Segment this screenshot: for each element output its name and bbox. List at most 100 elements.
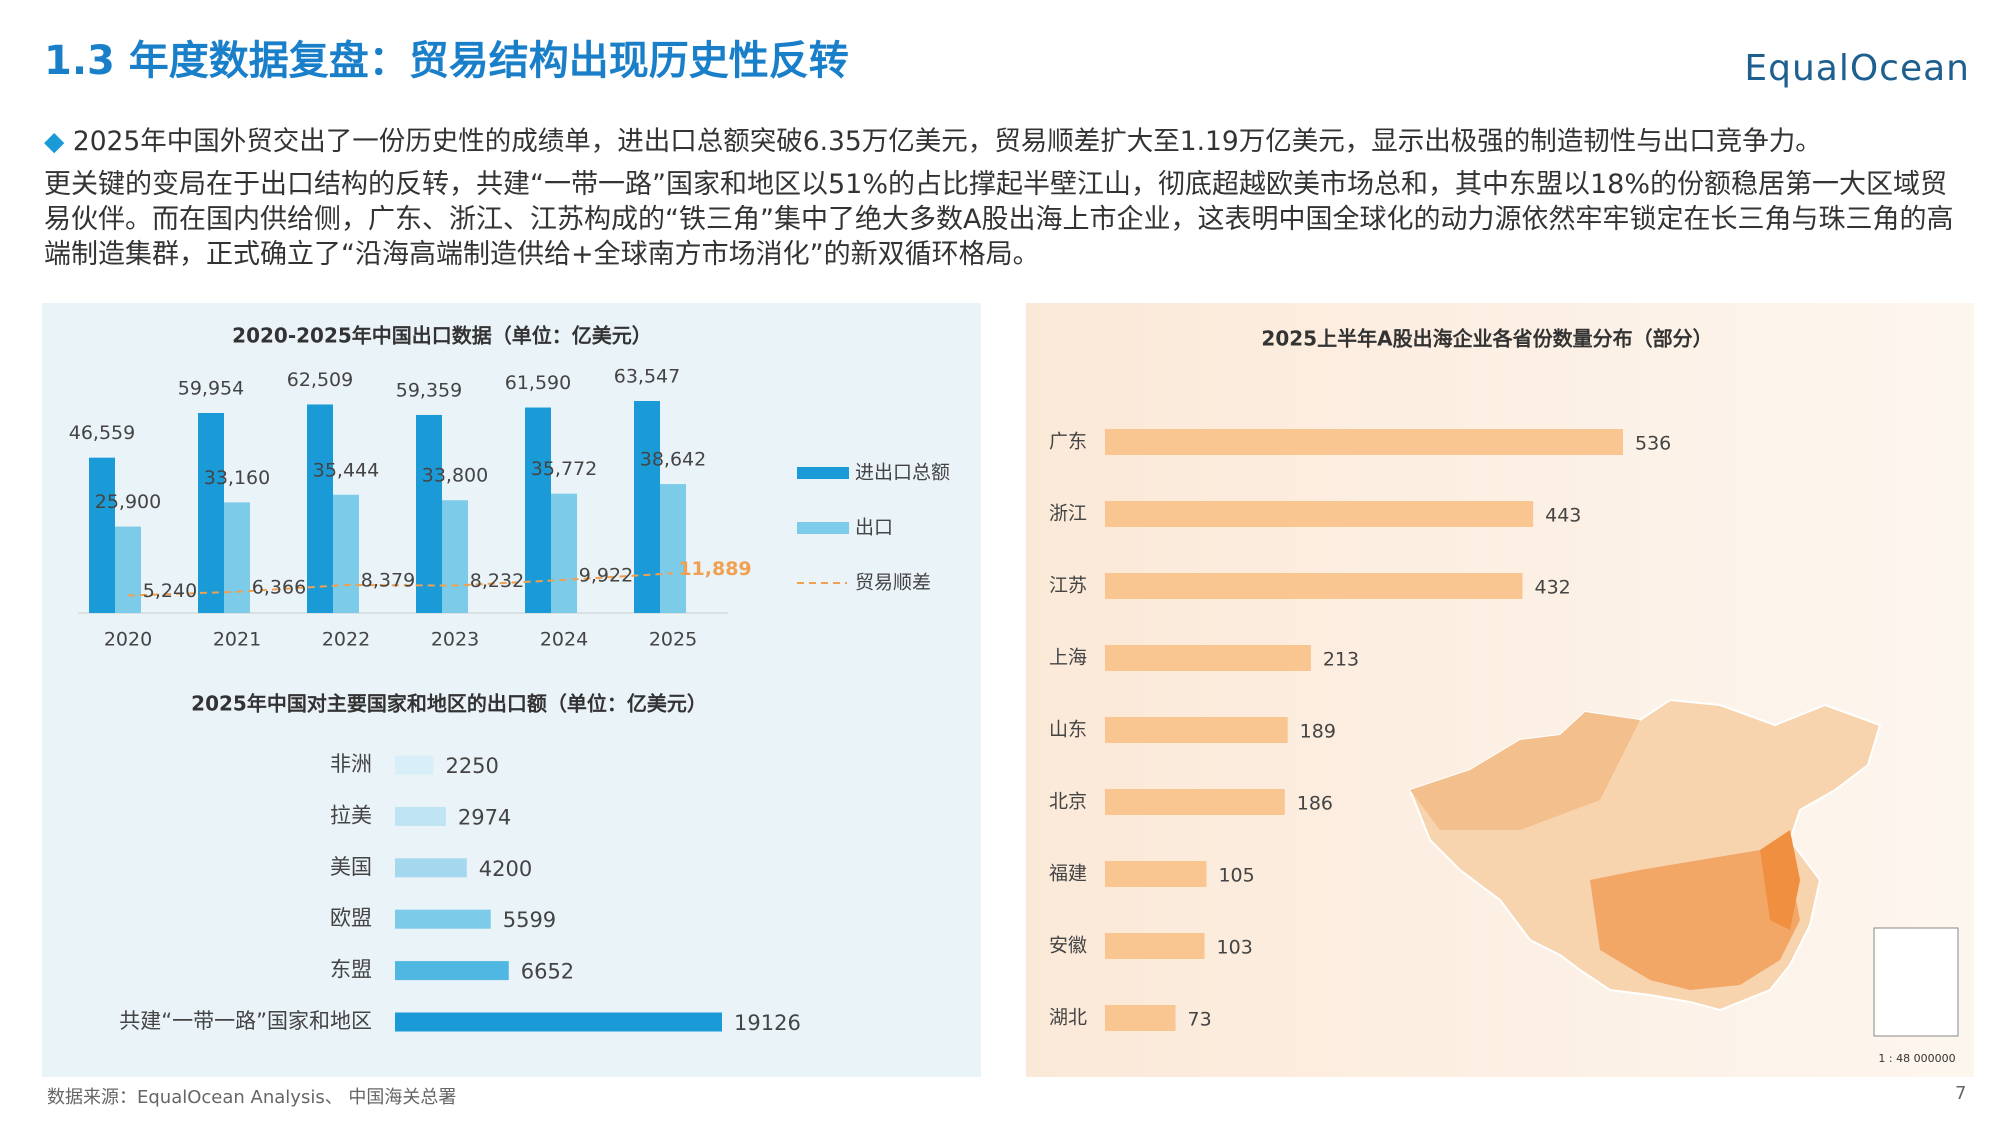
bar (1105, 933, 1205, 959)
value-label: 2974 (458, 805, 511, 829)
value-label: 2250 (445, 754, 498, 778)
bar (1105, 573, 1523, 599)
value-label: 443 (1545, 505, 1581, 527)
page-number: 7 (1955, 1083, 1967, 1104)
slide-title: 1.3 年度数据复盘：贸易结构出现历史性反转 (44, 38, 849, 84)
china-map: 1 : 48 000000 (1408, 698, 1959, 1065)
value-label: 4200 (479, 857, 532, 881)
bar (224, 502, 250, 613)
x-tick-label: 2024 (540, 629, 588, 651)
category-label: 福建 (1049, 863, 1087, 885)
category-label: 东盟 (330, 958, 372, 982)
category-label: 非洲 (330, 752, 372, 776)
category-label: 浙江 (1049, 503, 1087, 525)
bar (551, 493, 577, 613)
value-label: 6,366 (252, 576, 306, 598)
value-label: 8,232 (470, 570, 524, 592)
chart-title: 2025年中国对主要国家和地区的出口额（单位：亿美元） (191, 692, 707, 716)
source: 数据来源：EqualOcean Analysis、 中国海关总署 (47, 1087, 457, 1108)
value-label: 61,590 (505, 372, 571, 394)
bar (1105, 1005, 1176, 1031)
logo: EqualOcean (1744, 48, 1970, 89)
value-label: 105 (1218, 865, 1254, 887)
value-label: 25,900 (95, 491, 161, 513)
value-label: 62,509 (287, 369, 353, 391)
category-label: 安徽 (1049, 935, 1087, 957)
bar (395, 755, 434, 775)
bar (660, 484, 686, 613)
chart-title: 2020-2025年中国出口数据（单位：亿美元） (232, 324, 652, 348)
intro-lead-line: ◆ 2025年中国外贸交出了一份历史性的成绩单，进出口总额突破6.35万亿美元，… (44, 119, 1822, 158)
value-label: 8,379 (361, 570, 415, 592)
bar (525, 407, 551, 613)
line (127, 572, 674, 597)
x-tick-label: 2025 (649, 629, 697, 651)
bar (198, 412, 224, 613)
bar (395, 961, 509, 981)
value-label: 33,160 (204, 467, 270, 489)
category-label: 江苏 (1049, 575, 1087, 597)
value-label: 213 (1323, 649, 1359, 671)
bar (89, 457, 115, 613)
category-label: 广东 (1049, 431, 1087, 453)
value-label: 59,954 (178, 377, 244, 399)
intro-lead: 2025年中国外贸交出了一份历史性的成绩单，进出口总额突破6.35万亿美元，贸易… (72, 126, 1822, 157)
category-label: 美国 (330, 855, 372, 879)
category-label: 上海 (1049, 647, 1087, 669)
value-label: 536 (1635, 433, 1671, 455)
value-label: 5599 (503, 908, 556, 932)
bar (395, 1012, 722, 1032)
bar (1105, 717, 1288, 743)
category-label: 湖北 (1049, 1007, 1087, 1029)
legend-label: 进出口总额 (855, 462, 950, 484)
bar (395, 806, 446, 826)
value-label: 103 (1217, 937, 1253, 959)
map-region (1410, 712, 1640, 830)
map-inset (1873, 927, 1959, 1037)
map-scale: 1 : 48 000000 (1878, 1052, 1955, 1065)
legend-label: 贸易顺差 (855, 572, 931, 594)
bullet: ◆ (44, 126, 65, 157)
category-label: 共建“一带一路”国家和地区 (119, 1009, 372, 1033)
value-label: 11,889 (678, 558, 751, 580)
map-region (1590, 850, 1800, 990)
value-label: 5,240 (143, 580, 197, 602)
bar (333, 494, 359, 613)
x-tick-label: 2021 (213, 629, 261, 651)
bar (307, 404, 333, 613)
value-label: 432 (1534, 577, 1570, 599)
bar (1105, 789, 1285, 815)
x-tick-label: 2023 (431, 629, 479, 651)
value-label: 186 (1297, 793, 1333, 815)
intro-body: 更关键的变局在于出口结构的反转，共建“一带一路”国家和地区以51%的占比撑起半壁… (44, 169, 1954, 270)
map-region (1760, 830, 1800, 930)
value-label: 9,922 (579, 564, 633, 586)
value-label: 189 (1300, 721, 1336, 743)
category-label: 欧盟 (330, 906, 372, 930)
value-label: 35,444 (313, 459, 379, 481)
value-label: 6652 (521, 960, 574, 984)
value-label: 19126 (734, 1011, 801, 1035)
bar (115, 526, 141, 613)
bar (395, 909, 491, 929)
value-label: 35,772 (531, 458, 597, 480)
bar (1105, 861, 1207, 887)
category-label: 山东 (1049, 719, 1087, 741)
value-label: 63,547 (614, 366, 680, 388)
value-label: 46,559 (69, 422, 135, 444)
legend-label: 出口 (855, 517, 893, 539)
category-label: 拉美 (330, 803, 372, 827)
bar (1105, 501, 1534, 527)
value-label: 33,800 (422, 465, 488, 487)
value-label: 38,642 (640, 449, 706, 471)
value-label: 73 (1188, 1009, 1212, 1031)
bar (1105, 645, 1311, 671)
legend-swatch (797, 467, 849, 479)
bar (1105, 429, 1623, 455)
x-tick-label: 2022 (322, 629, 370, 651)
bar (395, 858, 467, 878)
bar (442, 500, 468, 613)
bar (634, 401, 660, 613)
